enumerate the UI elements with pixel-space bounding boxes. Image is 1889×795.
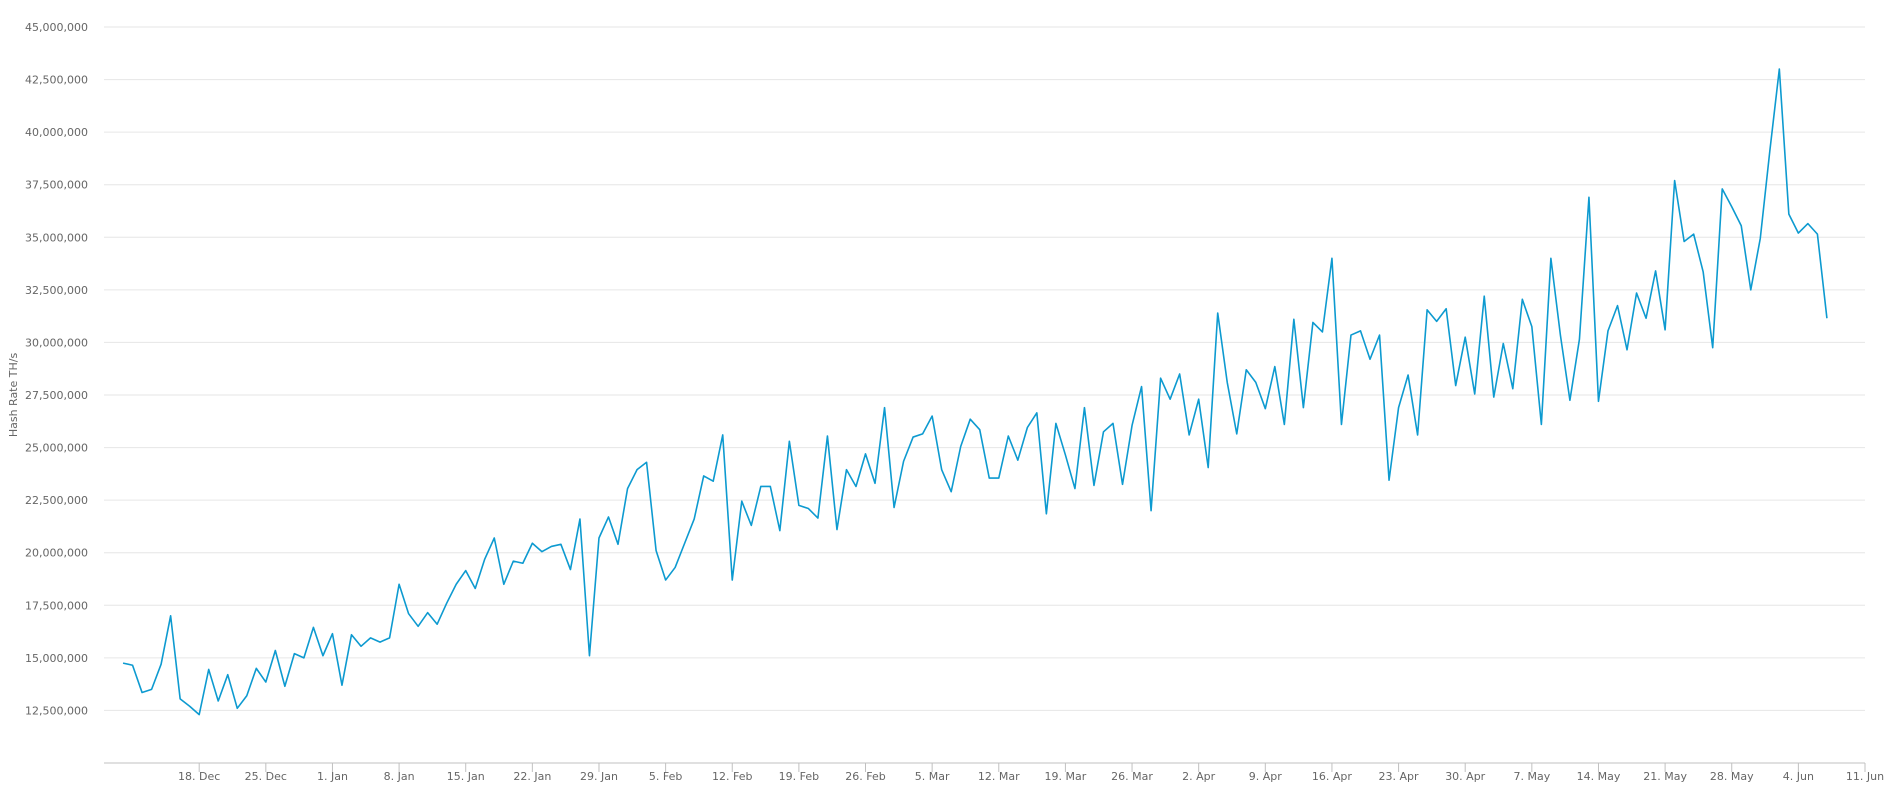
x-tick-label: 7. May [1513, 770, 1550, 783]
x-tick-label: 16. Apr [1312, 770, 1352, 783]
y-tick-label: 15,000,000 [25, 652, 88, 665]
y-tick-label: 30,000,000 [25, 336, 88, 349]
x-tick-label: 8. Jan [384, 770, 415, 783]
x-tick-label: 2. Apr [1182, 770, 1215, 783]
x-tick-label: 9. Apr [1249, 770, 1282, 783]
x-tick-label: 11. Jun [1846, 770, 1884, 783]
x-tick-label: 28. May [1710, 770, 1754, 783]
y-tick-label: 27,500,000 [25, 389, 88, 402]
x-tick-label: 1. Jan [317, 770, 348, 783]
x-tick-label: 30. Apr [1445, 770, 1485, 783]
y-tick-label: 20,000,000 [25, 547, 88, 560]
y-tick-label: 12,500,000 [25, 704, 88, 717]
x-tick-label: 29. Jan [580, 770, 618, 783]
x-tick-label: 5. Feb [649, 770, 682, 783]
x-tick-label: 26. Feb [845, 770, 885, 783]
grid-lines [104, 26, 1865, 711]
y-tick-label: 25,000,000 [25, 442, 88, 455]
x-tick-label: 12. Mar [978, 770, 1020, 783]
y-tick-label: 35,000,000 [25, 231, 88, 244]
y-tick-label: 37,500,000 [25, 179, 88, 192]
x-axis-ticks: 18. Dec 25. Dec 1. Jan 8. Jan 15. Jan 22. Jan… [178, 763, 1884, 783]
x-tick-label: 19. Mar [1045, 770, 1087, 783]
y-tick-label: 17,500,000 [25, 599, 88, 612]
x-tick-label: 21. May [1643, 770, 1687, 783]
y-tick-label: 40,000,000 [25, 126, 88, 139]
x-tick-label: 18. Dec [178, 770, 220, 783]
x-tick-label: 26. Mar [1111, 770, 1153, 783]
x-tick-label: 23. Apr [1379, 770, 1419, 783]
y-axis-tick-labels: 12,500,000 15,000,000 17,500,000 20,000,000… [25, 21, 88, 717]
x-tick-label: 25. Dec [245, 770, 287, 783]
x-tick-label: 12. Feb [712, 770, 752, 783]
y-axis-title: Hash Rate TH/s [7, 353, 20, 438]
x-tick-label: 22. Jan [513, 770, 551, 783]
x-tick-label: 5. Mar [915, 770, 950, 783]
x-tick-label: 4. Jun [1783, 770, 1814, 783]
x-tick-label: 14. May [1577, 770, 1621, 783]
y-tick-label: 45,000,000 [25, 21, 88, 34]
x-tick-label: 15. Jan [447, 770, 485, 783]
series-group [122, 68, 1828, 716]
x-tick-label: 19. Feb [779, 770, 819, 783]
hash-rate-series-line [122, 68, 1828, 716]
y-tick-label: 22,500,000 [25, 494, 88, 507]
y-tick-label: 42,500,000 [25, 74, 88, 87]
y-tick-label: 32,500,000 [25, 284, 88, 297]
